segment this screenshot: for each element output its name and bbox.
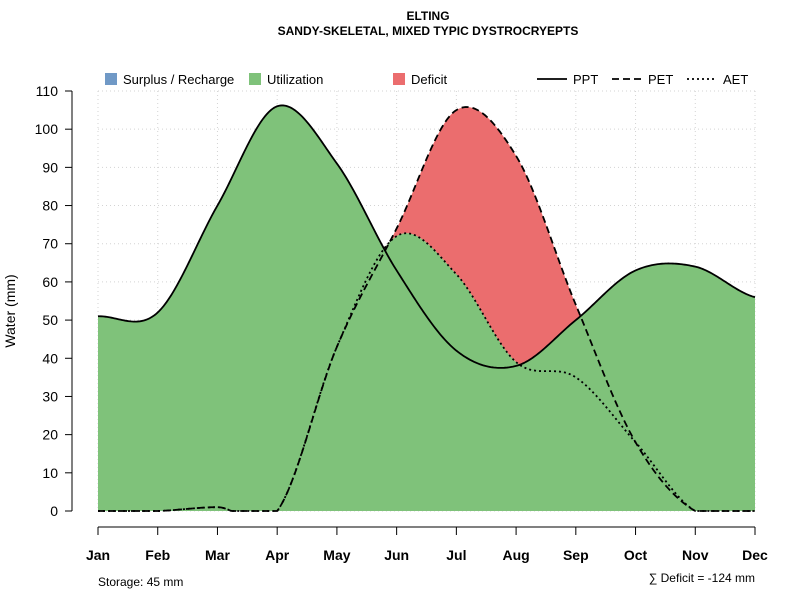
x-axis: Jan Feb Mar Apr May Jun Jul Aug Sep Oct Nov Dec bbox=[86, 526, 768, 563]
legend-label-pet: PET bbox=[648, 72, 673, 87]
y-tick-label-10: 10 bbox=[42, 465, 58, 481]
x-tick-label-May: May bbox=[323, 547, 350, 563]
x-tick-label-Sep: Sep bbox=[563, 547, 589, 563]
x-tick-label-Apr: Apr bbox=[265, 547, 290, 563]
x-tick-label-Jan: Jan bbox=[86, 547, 110, 563]
y-tick-label-90: 90 bbox=[42, 159, 58, 175]
x-tick-label-Jun: Jun bbox=[384, 547, 409, 563]
chart-title: ELTING bbox=[406, 9, 449, 23]
x-tick-label-Nov: Nov bbox=[682, 547, 709, 563]
x-tick-label-Dec: Dec bbox=[742, 547, 768, 563]
x-tick-label-Oct: Oct bbox=[624, 547, 648, 563]
y-tick-label-80: 80 bbox=[42, 198, 58, 214]
deficit-note: ∑ Deficit = -124 mm bbox=[649, 571, 755, 585]
storage-note: Storage: 45 mm bbox=[98, 575, 183, 589]
y-tick-label-100: 100 bbox=[35, 121, 59, 137]
legend-swatch-utilization bbox=[249, 73, 261, 85]
legend-swatch-deficit bbox=[393, 73, 405, 85]
area-aet-fill bbox=[98, 233, 755, 511]
x-tick-label-Feb: Feb bbox=[145, 547, 170, 563]
chart-subtitle: SANDY-SKELETAL, MIXED TYPIC DYSTROCRYEPT… bbox=[278, 24, 579, 38]
y-axis: 0 10 20 30 40 50 60 70 80 90 100 110 bbox=[35, 83, 73, 519]
legend-label-aet: AET bbox=[723, 72, 748, 87]
legend-swatch-surplus bbox=[105, 73, 117, 85]
series-line-ppt bbox=[97, 104, 756, 369]
y-tick-label-30: 30 bbox=[42, 388, 58, 404]
y-tick-label-0: 0 bbox=[50, 503, 58, 519]
y-tick-label-40: 40 bbox=[42, 350, 58, 366]
y-tick-label-70: 70 bbox=[42, 236, 58, 252]
legend-label-utilization: Utilization bbox=[267, 72, 323, 87]
legend-label-surplus: Surplus / Recharge bbox=[123, 72, 234, 87]
legend-label-ppt: PPT bbox=[573, 72, 598, 87]
x-tick-label-Mar: Mar bbox=[205, 547, 230, 563]
series-line-pet bbox=[98, 106, 755, 512]
x-tick-label-Aug: Aug bbox=[502, 547, 529, 563]
y-tick-label-50: 50 bbox=[42, 312, 58, 328]
y-tick-label-110: 110 bbox=[36, 83, 59, 99]
y-tick-label-20: 20 bbox=[42, 427, 58, 443]
x-tick-label-Jul: Jul bbox=[446, 547, 466, 563]
area-deficit bbox=[98, 105, 755, 365]
legend-label-deficit: Deficit bbox=[411, 72, 448, 87]
y-tick-label-60: 60 bbox=[42, 274, 58, 290]
legend: Surplus / Recharge Utilization Deficit P… bbox=[105, 72, 748, 87]
series-lines bbox=[97, 104, 756, 512]
y-axis-label: Water (mm) bbox=[2, 274, 18, 347]
areas bbox=[98, 105, 755, 512]
